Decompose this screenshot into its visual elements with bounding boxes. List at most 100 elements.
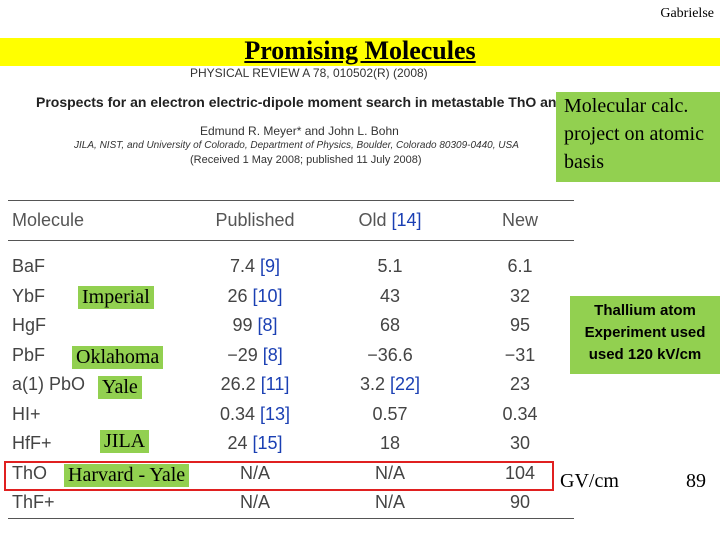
cell-old-value: 43 [379, 286, 401, 306]
cell-old: 0.57 [340, 404, 440, 425]
cell-old-value: N/A [374, 463, 405, 483]
label-yale: Yale [98, 376, 142, 399]
paper-affiliation: JILA, NIST, and University of Colorado, … [74, 140, 519, 151]
cell-published-ref: [11] [260, 374, 290, 394]
slide-title: Promising Molecules [244, 36, 476, 65]
cell-published: 24 [15] [200, 433, 310, 454]
calc-note: Molecular calc. project on atomic basis [556, 92, 720, 182]
cell-published: N/A [200, 492, 310, 513]
cell-published: 0.34 [13] [200, 404, 310, 425]
label-harvard-yale: Harvard - Yale [64, 464, 190, 487]
cell-published-value: 7.4 [229, 256, 255, 276]
cell-published-ref: [8] [262, 345, 283, 365]
cell-molecule-value: HgF [12, 315, 47, 335]
cell-molecule-value: HI+ [12, 404, 41, 424]
cell-published-ref: [9] [260, 256, 281, 276]
cell-molecule-value: ThO [12, 463, 48, 483]
cell-old-value: 3.2 [359, 374, 385, 394]
cell-new-value: 95 [509, 315, 531, 335]
cell-old-value: 18 [379, 433, 401, 453]
cell-molecule: HfF+ [12, 433, 52, 454]
slide-number: 89 [686, 470, 706, 492]
cell-molecule-value: BaF [12, 256, 46, 276]
cell-molecule: a(1) PbO [12, 374, 85, 395]
cell-old-value: N/A [374, 492, 405, 512]
cell-published: −29 [8] [200, 345, 310, 366]
cell-old: 68 [340, 315, 440, 336]
paper-title: Prospects for an electron electric-dipol… [36, 94, 603, 110]
label-jila: JILA [100, 430, 150, 453]
cell-published-value: 0.34 [219, 404, 255, 424]
table-top-rule [8, 200, 574, 201]
cell-new: 23 [480, 374, 560, 395]
cell-old-value: 68 [379, 315, 401, 335]
cell-molecule: HI+ [12, 404, 41, 425]
cell-old: 18 [340, 433, 440, 454]
paper-authors: Edmund R. Meyer* and John L. Bohn [200, 124, 399, 138]
cell-old-value: 0.57 [372, 404, 408, 424]
paper-received: (Received 1 May 2008; published 11 July … [190, 154, 422, 166]
cell-published: 99 [8] [200, 315, 310, 336]
cell-published-value: 26.2 [220, 374, 256, 394]
cell-old: −36.6 [340, 345, 440, 366]
title-bar [0, 38, 720, 66]
author-name: Gabrielse [660, 6, 714, 21]
cell-molecule-value: PbF [12, 345, 46, 365]
cell-new-value: 0.34 [502, 404, 538, 424]
paper-header [18, 66, 578, 180]
cell-new: 32 [480, 286, 560, 307]
cell-published-value: 26 [227, 286, 248, 306]
header-old-label: Old [358, 210, 387, 230]
cell-molecule: PbF [12, 345, 45, 366]
cell-molecule-value: YbF [12, 286, 46, 306]
cell-published: 26 [10] [200, 286, 310, 307]
cell-published-value: 99 [232, 315, 253, 335]
cell-published: N/A [200, 463, 310, 484]
cell-published-ref: [8] [257, 315, 278, 335]
label-oklahoma: Oklahoma [72, 346, 164, 369]
cell-new-value: 104 [504, 463, 536, 483]
cell-new: −31 [480, 345, 560, 366]
cell-molecule-value: ThF+ [12, 492, 55, 512]
cell-new: 0.34 [480, 404, 560, 425]
cell-published-ref: [10] [252, 286, 283, 306]
cell-molecule: ThO [12, 463, 47, 484]
table-bottom-rule [8, 518, 574, 519]
cell-new: 104 [480, 463, 560, 484]
cell-old: 3.2 [22] [340, 374, 440, 395]
cell-new: 90 [480, 492, 560, 513]
table-header-rule [8, 240, 574, 241]
thallium-note: Thallium atom Experiment used used 120 k… [570, 296, 720, 374]
cell-published-value: N/A [239, 492, 270, 512]
label-imperial: Imperial [78, 286, 154, 309]
cell-published-value: 24 [227, 433, 248, 453]
cell-new: 30 [480, 433, 560, 454]
paper-journal: PHYSICAL REVIEW A 78, 010502(R) (2008) [190, 66, 428, 80]
cell-molecule: ThF+ [12, 492, 55, 513]
cell-published: 7.4 [9] [200, 256, 310, 277]
cell-new-value: 6.1 [507, 256, 533, 276]
cell-old-value: −36.6 [367, 345, 413, 365]
cell-new: 95 [480, 315, 560, 336]
cell-new: 6.1 [480, 256, 560, 277]
cell-molecule: BaF [12, 256, 45, 277]
cell-published-ref: [13] [260, 404, 291, 424]
cell-published-ref: [15] [252, 433, 283, 453]
gv-per-cm-label: GV/cm [560, 470, 619, 492]
tho-row-highlight [4, 461, 554, 491]
header-old: Old [14] [340, 210, 440, 231]
header-published: Published [215, 210, 295, 230]
header-old-ref: [14] [391, 210, 422, 230]
cell-molecule: HgF [12, 315, 46, 336]
cell-new-value: 32 [509, 286, 531, 306]
cell-new-value: 23 [509, 374, 531, 394]
cell-molecule-value: a(1) PbO [12, 374, 86, 394]
cell-new-value: 30 [509, 433, 531, 453]
cell-new-value: −31 [504, 345, 536, 365]
header-new: New [501, 210, 538, 230]
cell-published-value: −29 [227, 345, 258, 365]
cell-old-ref: [22] [390, 374, 421, 394]
cell-old-value: 5.1 [377, 256, 403, 276]
cell-molecule-value: HfF+ [12, 433, 52, 453]
header-molecule: Molecule [12, 210, 85, 230]
